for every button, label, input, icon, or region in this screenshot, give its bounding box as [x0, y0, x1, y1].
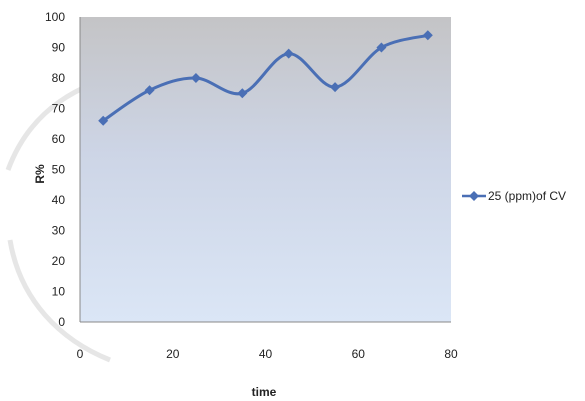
x-axis-title: time [252, 385, 277, 399]
y-tick-label: 90 [52, 41, 66, 55]
y-tick-label: 10 [52, 285, 66, 299]
x-tick-label: 80 [444, 347, 458, 361]
y-tick-label: 70 [52, 102, 66, 116]
legend: 25 (ppm)of CV [462, 189, 566, 203]
x-tick-label: 20 [166, 347, 180, 361]
y-tick-labels: 0 10 20 30 40 50 60 70 80 90 100 [45, 10, 65, 329]
data-point-marker [144, 85, 155, 96]
legend-marker [469, 191, 479, 201]
y-tick-label: 0 [58, 315, 65, 329]
data-point-marker [237, 88, 248, 99]
x-tick-label: 40 [259, 347, 273, 361]
data-point-marker [330, 82, 341, 93]
data-point-marker [190, 73, 201, 83]
y-tick-label: 20 [52, 254, 66, 268]
legend-label: 25 (ppm)of CV [488, 189, 566, 203]
y-tick-label: 40 [52, 193, 66, 207]
y-tick-label: 100 [45, 10, 65, 24]
x-tick-labels: 0 20 40 60 80 [77, 347, 458, 361]
y-axis-title: R% [33, 164, 47, 184]
y-tick-label: 30 [52, 224, 66, 238]
y-tick-label: 50 [52, 163, 66, 177]
x-tick-label: 0 [77, 347, 84, 361]
series-markers [98, 30, 433, 126]
data-point-marker [422, 30, 433, 41]
x-tick-label: 60 [352, 347, 366, 361]
y-tick-label: 60 [52, 132, 66, 146]
y-tick-label: 80 [52, 71, 66, 85]
data-point-marker [98, 115, 109, 126]
data-point-marker [376, 42, 387, 53]
data-point-marker [283, 48, 294, 59]
series-line [101, 33, 430, 123]
plot-area [80, 17, 451, 322]
